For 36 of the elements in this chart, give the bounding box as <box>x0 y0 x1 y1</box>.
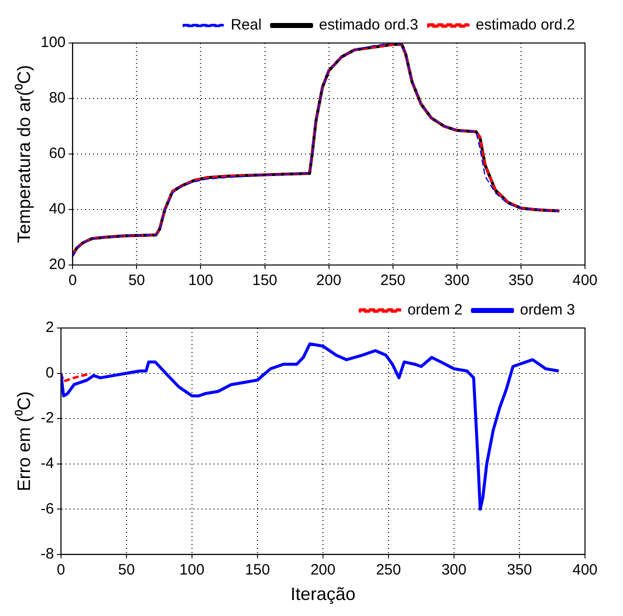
x-tick-label: 300 <box>441 562 466 579</box>
legend-label: ordem 3 <box>520 302 576 319</box>
x-tick-label: 350 <box>506 562 532 579</box>
x-tick-label: 0 <box>68 272 77 290</box>
y-tick-label: 80 <box>48 90 66 107</box>
x-tick-label: 400 <box>572 272 598 290</box>
x-tick-label: 250 <box>376 562 401 579</box>
x-tick-label: 150 <box>252 272 278 290</box>
y-tick-label: -8 <box>40 546 54 563</box>
y-tick-label: 100 <box>40 34 66 52</box>
x-tick-label: 200 <box>310 562 336 579</box>
y-tick-label: 0 <box>46 364 54 382</box>
x-tick-label: 400 <box>572 562 598 579</box>
x-tick-label: 300 <box>444 272 470 290</box>
x-axis-title: Iteração <box>290 584 356 604</box>
y-axis-title: Temperatura do ar(⁰C) <box>14 64 34 244</box>
x-tick-label: 200 <box>316 272 342 290</box>
y-tick-label: -6 <box>40 500 54 518</box>
y-tick-label: -4 <box>40 454 54 472</box>
y-tick-label: 20 <box>48 256 66 274</box>
x-tick-label: 100 <box>179 562 204 579</box>
legend-label: estimado ord.3 <box>319 16 418 34</box>
y-tick-label: -2 <box>40 410 54 427</box>
x-tick-label: 150 <box>244 562 270 579</box>
legend-label: ordem 2 <box>407 302 462 319</box>
y-tick-label: 2 <box>46 319 54 336</box>
legend-label: Real <box>230 16 262 34</box>
y-tick-label: 60 <box>48 145 66 162</box>
y-tick-label: 40 <box>48 200 66 218</box>
legend-label: estimado ord.2 <box>476 16 576 34</box>
x-tick-label: 250 <box>380 272 406 290</box>
x-tick-label: 50 <box>118 562 135 579</box>
x-tick-label: 350 <box>508 272 534 290</box>
x-tick-label: 50 <box>128 272 146 290</box>
x-tick-label: 100 <box>188 272 214 290</box>
y-axis-title: Erro em (⁰C) <box>14 391 34 492</box>
